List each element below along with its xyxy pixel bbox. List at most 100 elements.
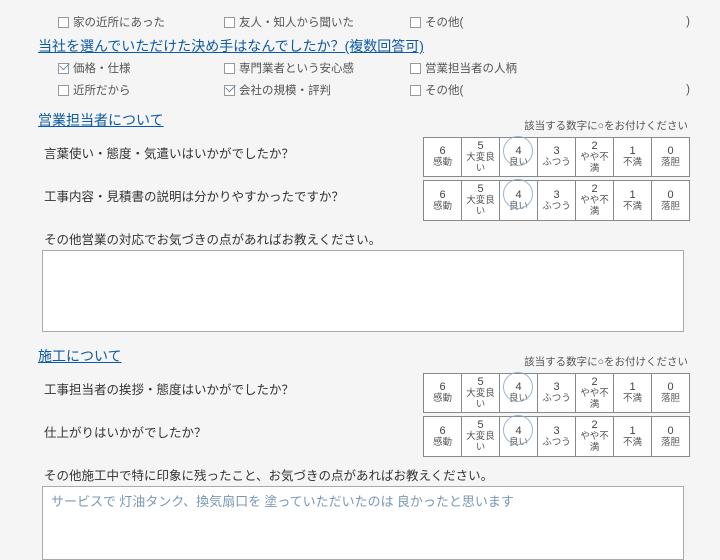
rating-cell[interactable]: 4良い bbox=[500, 138, 538, 177]
sales-q2-rating: 6感動5大変良い4良い3ふつう2やや不満1不満0落胆 bbox=[423, 180, 690, 220]
rating-number: 3 bbox=[538, 425, 575, 438]
rating-cell[interactable]: 2やや不満 bbox=[576, 181, 614, 220]
checkbox-icon[interactable] bbox=[224, 63, 235, 74]
checkbox-item[interactable]: 家の近所にあった bbox=[58, 14, 216, 30]
checkbox-item[interactable]: 近所だから bbox=[58, 82, 216, 98]
checkbox-icon[interactable] bbox=[224, 85, 235, 96]
rating-label: やや不満 bbox=[576, 389, 613, 411]
sales-note-label: その他営業の対応でお気づきの点があればお教えください。 bbox=[44, 229, 690, 248]
sales-note-box[interactable] bbox=[42, 250, 684, 332]
rating-cell[interactable]: 0落胆 bbox=[652, 417, 690, 456]
const-q1-rating: 6感動5大変良い4良い3ふつう2やや不満1不満0落胆 bbox=[423, 373, 690, 413]
checkbox-label: その他( bbox=[425, 14, 463, 30]
rating-label: 落胆 bbox=[652, 438, 689, 449]
rating-cell[interactable]: 6感動 bbox=[424, 373, 462, 412]
rating-cell[interactable]: 6感動 bbox=[424, 181, 462, 220]
rating-label: 感動 bbox=[424, 438, 461, 449]
checkbox-icon[interactable] bbox=[58, 17, 69, 28]
rating-number: 4 bbox=[500, 425, 537, 438]
rating-number: 6 bbox=[424, 425, 461, 438]
const-q1-row: 工事担当者の挨拶・態度はいかがでしたか？ 6感動5大変良い4良い3ふつう2やや不… bbox=[44, 373, 690, 413]
checkbox-icon[interactable] bbox=[58, 63, 69, 74]
rating-label: 落胆 bbox=[652, 394, 689, 405]
rating-label: 不満 bbox=[614, 158, 651, 169]
rating-label: 大変良い bbox=[462, 389, 499, 411]
checkbox-icon[interactable] bbox=[410, 85, 421, 96]
checkbox-item[interactable]: その他() bbox=[410, 82, 690, 98]
rating-number: 6 bbox=[424, 189, 461, 202]
rating-cell[interactable]: 2やや不満 bbox=[576, 373, 614, 412]
rating-cell[interactable]: 1不満 bbox=[614, 181, 652, 220]
sales-q1-text: 言葉使い・態度・気遣いはいかがでしたか？ bbox=[44, 137, 344, 162]
rating-label: 良い bbox=[500, 394, 537, 405]
rating-cell[interactable]: 3ふつう bbox=[538, 181, 576, 220]
rating-cell[interactable]: 5大変良い bbox=[462, 181, 500, 220]
rating-label: 不満 bbox=[614, 438, 651, 449]
rating-cell[interactable]: 3ふつう bbox=[538, 417, 576, 456]
rating-cell[interactable]: 4良い bbox=[500, 417, 538, 456]
rating-label: 大変良い bbox=[462, 432, 499, 454]
rating-cell[interactable]: 0落胆 bbox=[652, 181, 690, 220]
rating-cell[interactable]: 5大変良い bbox=[462, 138, 500, 177]
checkbox-item[interactable]: 専門業者という安心感 bbox=[224, 60, 402, 76]
rating-number: 1 bbox=[614, 189, 651, 202]
const-q2-rating: 6感動5大変良い4良い3ふつう2やや不満1不満0落胆 bbox=[423, 416, 690, 456]
rating-label: 感動 bbox=[424, 202, 461, 213]
sales-q1-rating: 6感動5大変良い4良い3ふつう2やや不満1不満0落胆 bbox=[423, 137, 690, 177]
checkbox-icon[interactable] bbox=[410, 17, 421, 28]
rating-cell[interactable]: 3ふつう bbox=[538, 373, 576, 412]
rating-cell[interactable]: 3ふつう bbox=[538, 138, 576, 177]
rating-cell[interactable]: 0落胆 bbox=[652, 373, 690, 412]
checkbox-label: 家の近所にあった bbox=[73, 14, 165, 30]
rating-cell[interactable]: 5大変良い bbox=[462, 417, 500, 456]
const-note-label: その他施工中で特に印象に残ったこと、お気づきの点があればお教えください。 bbox=[44, 465, 690, 484]
rating-label: 不満 bbox=[614, 202, 651, 213]
rating-cell[interactable]: 2やや不満 bbox=[576, 417, 614, 456]
rating-label: 大変良い bbox=[462, 153, 499, 175]
checkbox-label: 会社の規模・評判 bbox=[239, 82, 331, 98]
rating-cell[interactable]: 2やや不満 bbox=[576, 138, 614, 177]
rating-table[interactable]: 6感動5大変良い4良い3ふつう2やや不満1不満0落胆 bbox=[423, 373, 690, 413]
section-decisive-factor-title: 当社を選んでいただけた決め手はなんでしたか？(複数回答可) bbox=[38, 36, 690, 56]
checkbox-item[interactable]: 価格・仕様 bbox=[58, 60, 216, 76]
rating-number: 3 bbox=[538, 189, 575, 202]
rating-label: 良い bbox=[500, 202, 537, 213]
checkbox-icon[interactable] bbox=[58, 85, 69, 96]
const-q1-text: 工事担当者の挨拶・態度はいかがでしたか？ bbox=[44, 373, 344, 398]
rating-number: 1 bbox=[614, 425, 651, 438]
rating-hint2: 該当する数字に○をお付けください bbox=[524, 354, 688, 369]
rating-cell[interactable]: 5大変良い bbox=[462, 373, 500, 412]
rating-cell[interactable]: 6感動 bbox=[424, 417, 462, 456]
rating-label: 不満 bbox=[614, 394, 651, 405]
close-paren: ) bbox=[686, 84, 690, 96]
sales-q1-row: 言葉使い・態度・気遣いはいかがでしたか？ 6感動5大変良い4良い3ふつう2やや不… bbox=[44, 137, 690, 177]
rating-cell[interactable]: 0落胆 bbox=[652, 138, 690, 177]
rating-table[interactable]: 6感動5大変良い4良い3ふつう2やや不満1不満0落胆 bbox=[423, 180, 690, 220]
rating-label: ふつう bbox=[538, 438, 575, 449]
rating-label: 落胆 bbox=[652, 158, 689, 169]
const-note-box[interactable]: サービスで 灯油タンク、換気扇口を 塗っていただいたのは 良かったと思います bbox=[42, 486, 684, 560]
rating-label: やや不満 bbox=[576, 432, 613, 454]
rating-cell[interactable]: 4良い bbox=[500, 181, 538, 220]
checkbox-label: 近所だから bbox=[73, 82, 131, 98]
rating-table[interactable]: 6感動5大変良い4良い3ふつう2やや不満1不満0落胆 bbox=[423, 416, 690, 456]
checkbox-item[interactable]: 友人・知人から聞いた bbox=[224, 14, 402, 30]
rating-cell[interactable]: 1不満 bbox=[614, 373, 652, 412]
section-sales-rep-title: 営業担当者について bbox=[38, 110, 164, 130]
rating-cell[interactable]: 1不満 bbox=[614, 138, 652, 177]
rating-number: 0 bbox=[652, 425, 689, 438]
checkbox-item[interactable]: その他() bbox=[410, 14, 690, 30]
rating-cell[interactable]: 6感動 bbox=[424, 138, 462, 177]
rating-label: ふつう bbox=[538, 394, 575, 405]
rating-label: 感動 bbox=[424, 394, 461, 405]
rating-cell[interactable]: 4良い bbox=[500, 373, 538, 412]
rating-cell[interactable]: 1不満 bbox=[614, 417, 652, 456]
checkbox-icon[interactable] bbox=[224, 17, 235, 28]
checkbox-item[interactable]: 営業担当者の人柄 bbox=[410, 60, 610, 76]
checkbox-item[interactable]: 会社の規模・評判 bbox=[224, 82, 402, 98]
checkbox-label: 友人・知人から聞いた bbox=[239, 14, 354, 30]
const-q2-text: 仕上がりはいかがでしたか？ bbox=[44, 416, 344, 441]
checkbox-label: その他( bbox=[425, 82, 463, 98]
checkbox-icon[interactable] bbox=[410, 63, 421, 74]
rating-table[interactable]: 6感動5大変良い4良い3ふつう2やや不満1不満0落胆 bbox=[423, 137, 690, 177]
